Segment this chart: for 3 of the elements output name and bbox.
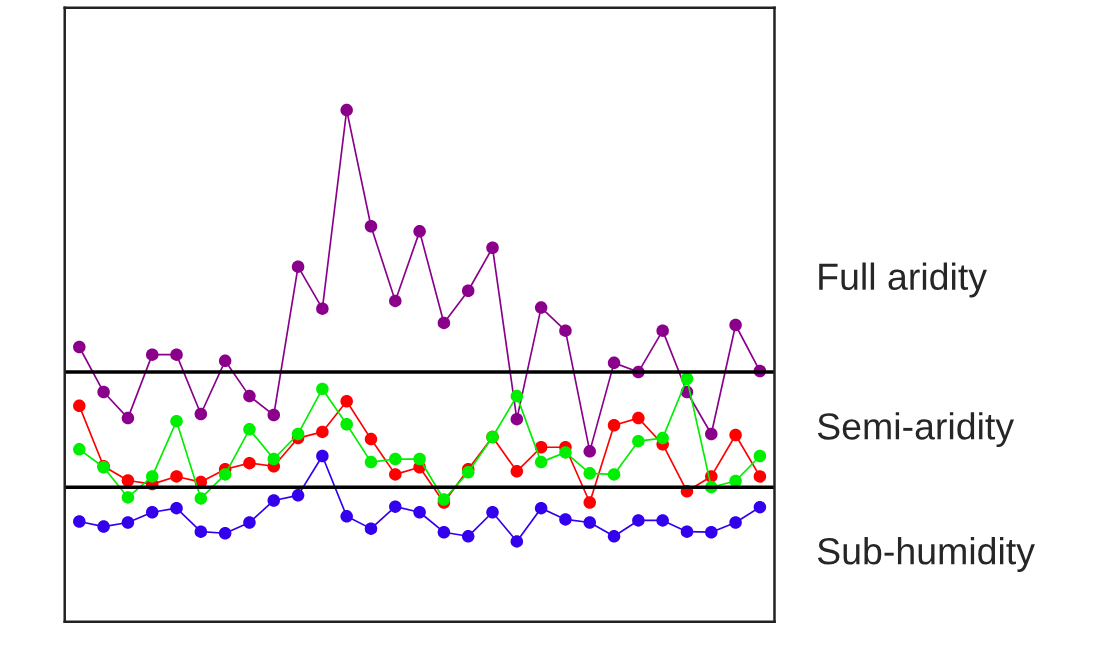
text: Semi-aridity — [817, 412, 1015, 448]
text: Sub-humidity — [817, 536, 1035, 572]
text: Full aridity — [819, 262, 987, 298]
